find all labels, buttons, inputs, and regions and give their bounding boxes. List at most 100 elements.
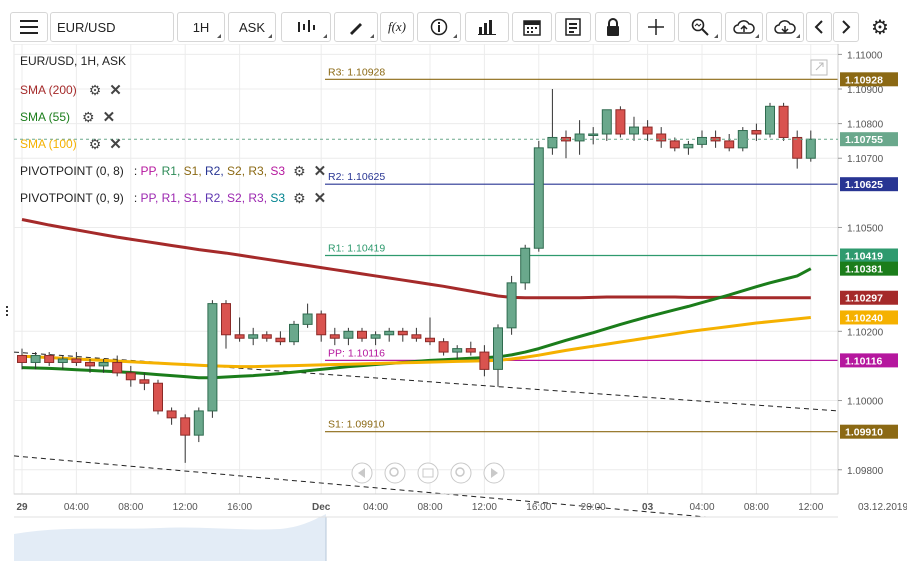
menu-button[interactable] [10, 12, 48, 42]
candle-body [411, 334, 422, 339]
candle [166, 407, 177, 425]
pivot-item: R1, [161, 191, 184, 205]
zoom-button[interactable] [678, 12, 722, 42]
side-handle[interactable] [6, 306, 8, 316]
price-tag-bg [840, 248, 898, 263]
timeframe-selector[interactable]: 1H [177, 12, 225, 42]
calendar-button[interactable] [512, 12, 552, 42]
x-tick-label: 08:00 [744, 502, 769, 513]
price-tag-bg [840, 310, 898, 325]
reset-zoom-control[interactable] [417, 462, 439, 484]
legend-pivot1: PIVOTPOINT (0, 8) : PP, R1, S1, R2, S2, … [20, 162, 327, 181]
candle-body [601, 109, 612, 135]
lock-icon [606, 18, 620, 36]
gear-icon[interactable]: ⚙ [293, 162, 306, 179]
candle-body [765, 105, 775, 135]
candle-body [289, 323, 299, 343]
document-icon [565, 18, 581, 36]
y-tick-label: 1.10000 [847, 397, 884, 408]
candle-body [425, 337, 435, 343]
expand-control[interactable] [810, 59, 828, 76]
close-icon[interactable]: ✕ [313, 190, 327, 207]
candle-body [438, 341, 449, 353]
download-button[interactable] [766, 12, 804, 42]
candle [452, 345, 463, 359]
price-tag: 1.10755 [840, 132, 898, 147]
price-tag-bg [840, 290, 898, 305]
legend-pivot2: PIVOTPOINT (0, 9) : PP, R1, S1, R2, S2, … [20, 189, 327, 208]
candle-body [465, 348, 476, 353]
symbol-selector[interactable]: EUR/USD [50, 12, 174, 42]
draw-button[interactable] [334, 12, 378, 42]
close-icon[interactable]: ✕ [109, 136, 122, 153]
lock-button[interactable] [595, 12, 631, 42]
pivot-item: S3 [270, 191, 286, 205]
upload-button[interactable] [725, 12, 763, 42]
y-tick-label: 1.10800 [847, 120, 884, 131]
candle-body [479, 351, 490, 370]
pivot-item: S2, [227, 164, 249, 178]
info-button[interactable] [417, 12, 461, 42]
menu-icon [20, 20, 38, 34]
sma-line [21, 315, 811, 369]
function-button[interactable]: f(x) [380, 12, 414, 42]
price-type-selector[interactable]: ASK [228, 12, 276, 42]
arrow-left-icon [814, 19, 824, 35]
scroll-left-button[interactable] [806, 12, 832, 42]
candles [17, 89, 816, 463]
price-tag-bg [840, 261, 898, 276]
chart-type-button[interactable] [465, 12, 509, 42]
price-tag-bg [840, 132, 898, 147]
scroll-right-button[interactable] [833, 12, 859, 42]
calendar-icon [523, 18, 541, 36]
candle-body [493, 327, 503, 370]
chart-svg[interactable]: R3: 1.10928 R2: 1.10625 R1: 1.10419 PP: 1.1… [0, 43, 907, 561]
reset-zoom-icon [422, 468, 434, 478]
expand-icon [810, 59, 828, 76]
navigator[interactable] [14, 514, 838, 561]
zoom-in-control[interactable] [450, 462, 472, 484]
toolbar: EUR/USD 1H ASK f(x) [0, 0, 907, 44]
chart-area[interactable]: R3: 1.10928 R2: 1.10625 R1: 1.10419 PP: 1.1… [0, 43, 907, 561]
candle [261, 331, 272, 342]
candle [207, 300, 218, 418]
candle [465, 341, 476, 356]
current-time-label: 03.12.2019 [858, 502, 907, 513]
pivot-item: S1, [183, 191, 205, 205]
handle-dot [6, 306, 8, 308]
price-type-label: ASK [238, 19, 265, 35]
sma55-label: SMA (55) [20, 110, 71, 124]
x-tick-label: 16:00 [227, 502, 252, 513]
candle [697, 130, 707, 148]
gear-icon[interactable]: ⚙ [82, 108, 95, 125]
download-icon [774, 18, 796, 36]
settings-button[interactable]: ⚙ [864, 12, 896, 42]
pivot-item: PP, [140, 191, 162, 205]
candle-body [452, 348, 463, 353]
x-tick-label: 29 [16, 502, 28, 513]
candle-body [370, 334, 381, 339]
zoom-out-control[interactable] [384, 462, 406, 484]
pivot-item: S3 [270, 164, 286, 178]
close-icon[interactable]: ✕ [109, 82, 122, 99]
candle-body [193, 410, 204, 436]
close-icon[interactable]: ✕ [313, 163, 327, 180]
candle-body [751, 130, 762, 135]
pivot-item: R3, [248, 164, 271, 178]
indicators-button[interactable] [281, 12, 331, 42]
candle [397, 327, 408, 342]
document-button[interactable] [555, 12, 591, 42]
handle-dot [6, 314, 8, 316]
price-tag-bg [840, 72, 898, 87]
candle-body [153, 382, 163, 412]
close-icon[interactable]: ✕ [102, 109, 116, 126]
gear-icon[interactable]: ⚙ [88, 81, 102, 98]
gear-icon[interactable]: ⚙ [88, 135, 102, 152]
pivot-item: R3, [248, 191, 271, 205]
zoom-controls [351, 462, 505, 484]
candle [112, 355, 123, 377]
gear-icon[interactable]: ⚙ [293, 189, 306, 206]
info-icon [430, 18, 448, 36]
crosshair-button[interactable] [637, 12, 675, 42]
